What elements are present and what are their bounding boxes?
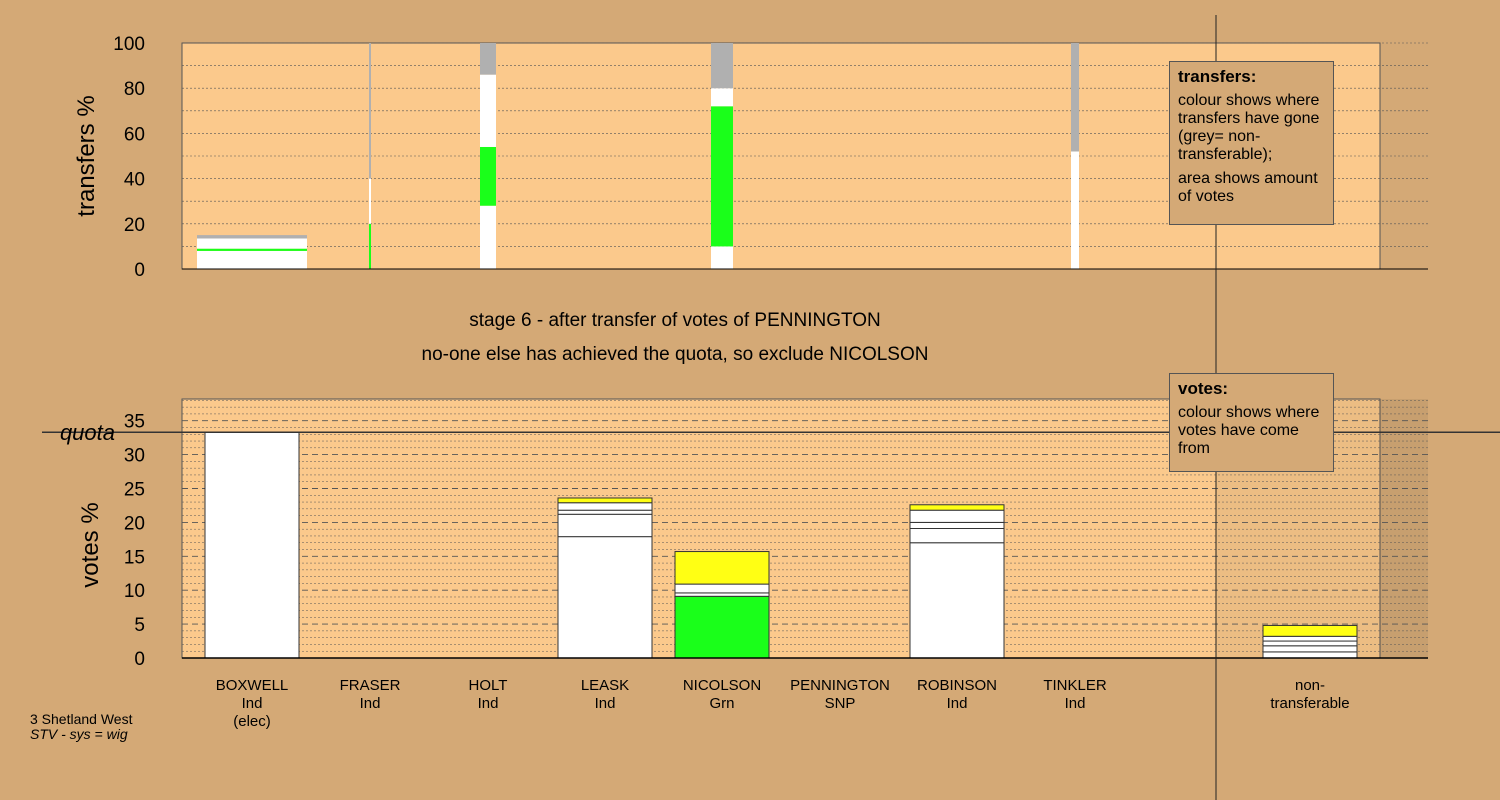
vote-segment [557,513,653,538]
top-transfer-segment [369,43,371,179]
bottom-vote-bars [204,431,1358,659]
top-transfer-segment [197,235,307,239]
credit-system: STV - sys = wig [30,726,128,742]
candidate-label: TINKLER [1043,677,1107,694]
candidate-label: Ind [1065,695,1086,712]
top-transfer-segment [711,246,733,269]
bottom-y-tick-label: 10 [124,581,145,602]
bottom-gridlines [182,400,1428,652]
votes-legend-title: votes: [1178,379,1229,398]
top-y-tick-label: 20 [124,215,145,236]
candidate-label: non- [1295,677,1325,694]
candidate-label: Ind [360,695,381,712]
vote-segment [909,528,1005,544]
vote-segment [1262,645,1358,653]
top-transfer-segment [480,74,496,147]
vote-segment [1262,640,1358,647]
candidate-label: LEASK [581,677,629,694]
bottom-y-tick-label: 25 [124,480,145,501]
transfers-legend: transfers: colour shows where transfers … [1169,61,1334,225]
transfers-legend-text-2: area shows amount of votes [1178,170,1318,205]
candidate-label: NICOLSON [683,677,761,694]
bottom-y-tick-label: 35 [124,412,145,433]
candidate-label: HOLT [469,677,508,694]
vote-segment [909,504,1005,511]
top-transfer-segment [1071,151,1079,269]
top-transfer-bars [197,43,1079,269]
top-y-tick-label: 40 [124,170,145,191]
vote-segment [557,502,653,511]
top-y-tick-label: 100 [113,34,145,55]
candidate-label: (elec) [233,713,271,730]
candidate-label: PENNINGTON [790,677,890,694]
top-y-ticks: 0 20 40 60 80 100 [113,34,145,281]
bottom-y-tick-label: 5 [134,615,145,636]
candidate-label: BOXWELL [216,677,289,694]
top-transfer-segment [197,248,307,251]
top-y-tick-label: 80 [124,79,145,100]
vote-segment [674,595,770,659]
quota-label: quota [60,420,115,445]
top-transfer-segment [711,43,733,89]
bottom-y-tick-label: 20 [124,513,145,534]
credit-ward: 3 Shetland West [30,711,133,727]
transfers-legend-text-1: colour shows where transfers have gone (… [1178,92,1320,163]
bottom-y-tick-label: 15 [124,547,145,568]
vote-segment [557,509,653,515]
vote-segment [557,497,653,504]
top-y-axis-label: transfers % [73,95,100,216]
top-transfer-segment [711,88,733,107]
candidate-labels: BOXWELLInd(elec)FRASERIndHOLTIndLEASKInd… [216,677,1350,730]
candidate-label: Ind [242,695,263,712]
candidate-label: Ind [947,695,968,712]
candidate-label: Ind [478,695,499,712]
vote-segment [557,536,653,659]
bottom-y-ticks: 0 5 10 15 20 25 30 35 [124,412,145,670]
vote-segment [1262,635,1358,642]
transfers-legend-title: transfers: [1178,67,1257,86]
top-transfer-segment [480,205,496,269]
candidate-label: Ind [595,695,616,712]
bottom-y-tick-label: 30 [124,446,145,467]
votes-legend-text: colour shows where votes have come from [1178,404,1320,457]
top-transfer-segment [480,146,496,206]
top-y-tick-label: 60 [124,124,145,145]
vote-segment [909,509,1005,523]
top-transfer-segment [1071,43,1079,152]
stage-line-2: no-one else has achieved the quota, so e… [421,344,929,365]
vote-segment [204,431,300,659]
vote-segment [1262,624,1358,637]
candidate-label: FRASER [340,677,401,694]
vote-segment [909,521,1005,530]
top-transfer-segment [197,250,307,269]
vote-segment [674,583,770,594]
candidate-label: Grn [709,695,734,712]
candidate-label: ROBINSON [917,677,997,694]
bottom-y-axis-label: votes % [77,502,104,587]
top-transfer-segment [711,106,733,247]
vote-segment [909,542,1005,659]
top-transfer-segment [197,238,307,249]
vote-segment [1262,651,1358,659]
credit: 3 Shetland West STV - sys = wig [30,712,132,742]
top-transfer-segment [480,43,496,75]
candidate-label: SNP [825,695,856,712]
bottom-y-tick-label: 0 [134,649,145,670]
top-y-tick-label: 0 [134,260,145,281]
candidate-label: transferable [1270,695,1349,712]
top-transfer-segment [369,178,371,224]
votes-legend: votes: colour shows where votes have com… [1169,373,1334,472]
top-transfer-segment [369,223,371,269]
stage-line-1: stage 6 - after transfer of votes of PEN… [469,310,881,331]
vote-segment [674,592,770,597]
vote-segment [674,551,770,585]
